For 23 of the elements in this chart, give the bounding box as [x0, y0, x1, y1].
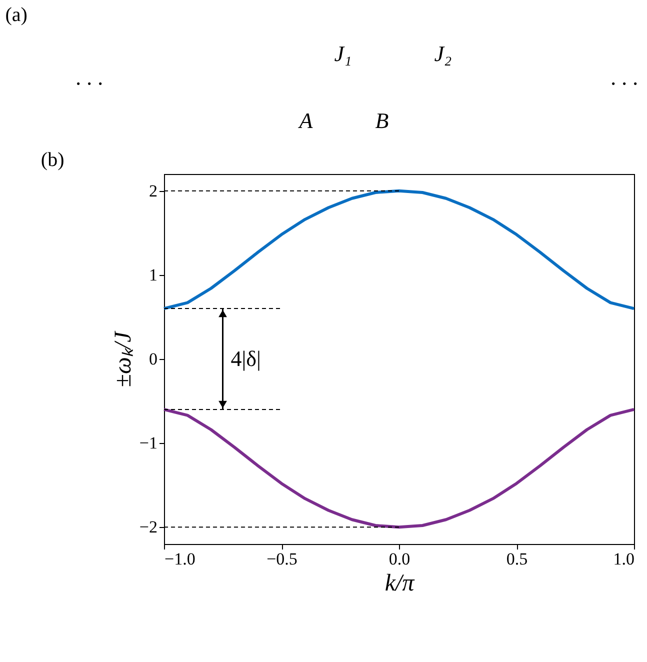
y-tick-label: 2 — [149, 181, 158, 200]
annotation: 4|δ| — [230, 346, 261, 371]
text: J₂ — [434, 41, 452, 66]
y-tick-label: −1 — [139, 434, 158, 453]
x-axis-title: k/π — [384, 570, 416, 596]
y-tick-label: 1 — [149, 265, 158, 284]
text: A — [297, 108, 314, 133]
x-tick-label: 0.5 — [506, 550, 528, 568]
x-tick-label: 0.0 — [388, 550, 410, 568]
y-tick-label: 0 — [149, 350, 158, 368]
y-tick-label: −2 — [139, 518, 158, 537]
text: · · · — [610, 71, 638, 96]
x-tick-label: −0.5 — [266, 550, 298, 568]
chart-title: (b) — [40, 149, 64, 171]
text: (a) — [5, 4, 28, 26]
line-series — [162, 189, 636, 310]
x-tick-label: −1.0 — [164, 550, 196, 568]
text: J₁ — [334, 41, 352, 66]
x-tick-label: 1.0 — [613, 550, 634, 568]
line-series — [162, 408, 636, 529]
y-axis-title: ±ωₖ/J — [110, 330, 136, 388]
text: · · · — [75, 71, 103, 96]
text: B — [375, 108, 389, 133]
